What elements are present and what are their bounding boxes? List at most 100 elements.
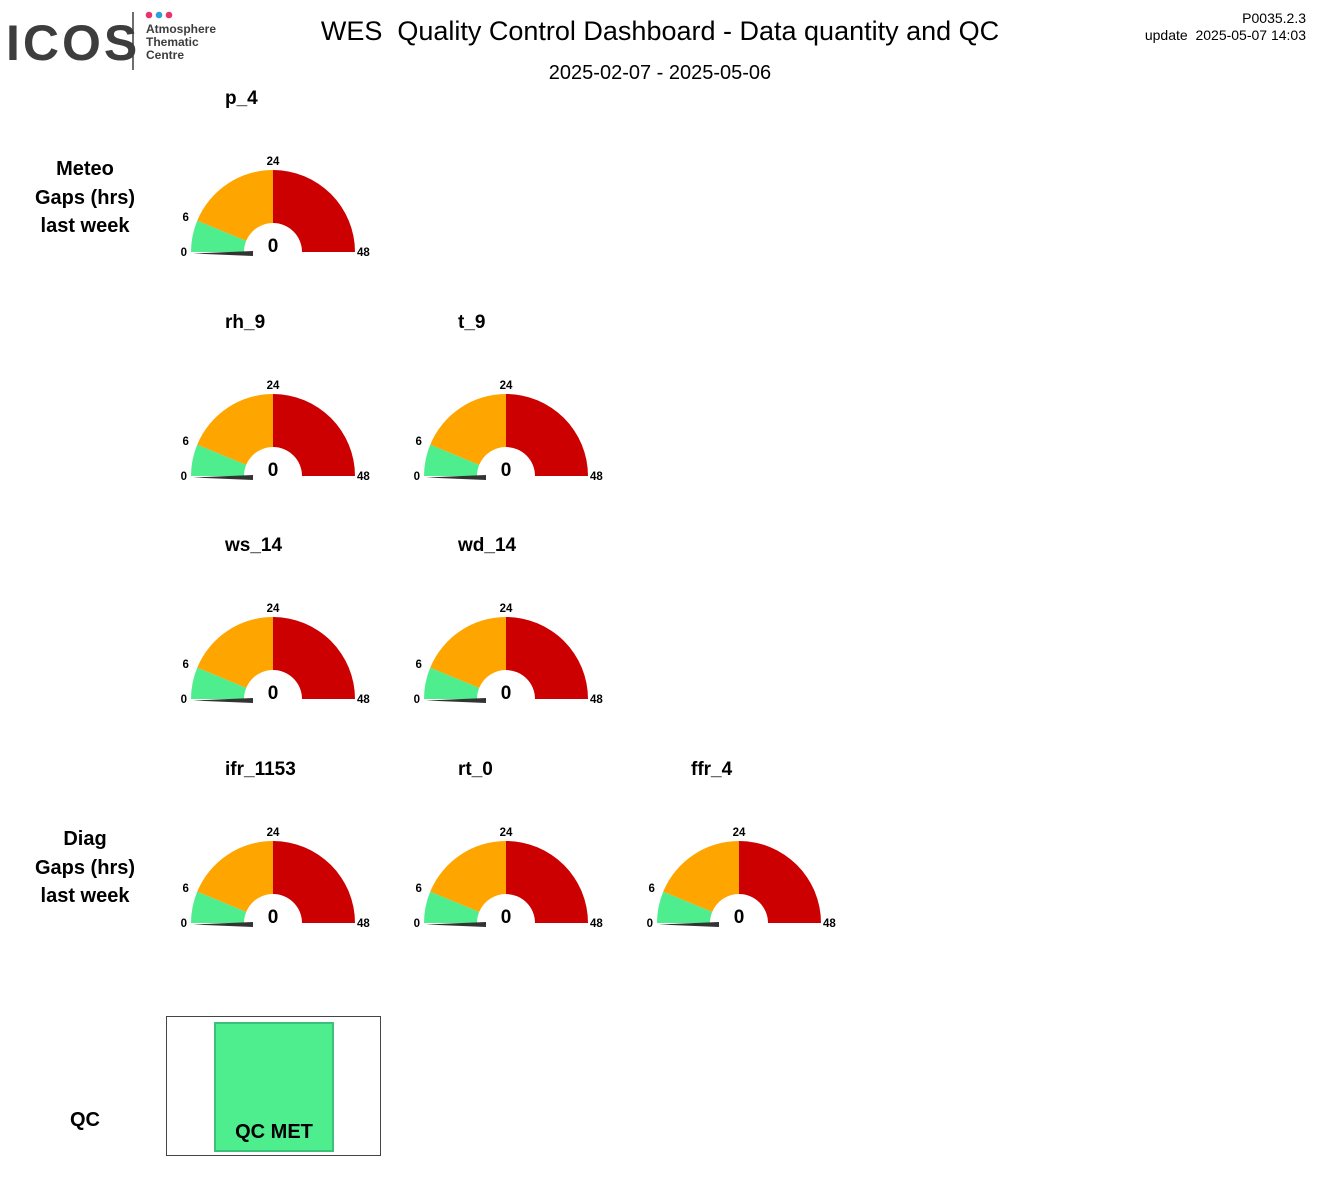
gauge-tick-label: 6 xyxy=(416,436,422,448)
gauge-tick-label: 6 xyxy=(183,659,189,671)
gauge-wd_14: 0 6 24 48 0 wd_14 xyxy=(414,535,604,706)
gauge-title: p_4 xyxy=(225,88,258,109)
diag-label-line: last week xyxy=(40,885,130,907)
period-subtitle: 2025-02-07 - 2025-05-06 xyxy=(548,62,772,84)
gauge-band-24-48 xyxy=(273,394,355,476)
qc-status-box: QC MET xyxy=(214,1022,334,1152)
gauge-title: ffr_4 xyxy=(691,759,733,780)
gauge-band-24-48 xyxy=(739,841,821,923)
gauge-tick-label: 48 xyxy=(357,247,370,259)
gauge-band-0-6 xyxy=(191,891,247,923)
logo-dot-1 xyxy=(145,11,153,19)
gauge-value-label: 0 xyxy=(268,683,279,704)
gauge-value-label: 0 xyxy=(268,907,279,928)
gauge-band-0-6 xyxy=(191,444,247,476)
gauge-tick-label: 48 xyxy=(590,918,603,930)
gauge-title: ws_14 xyxy=(224,535,282,556)
dashboard-title: WES Quality Control Dashboard - Data qua… xyxy=(320,16,1000,46)
gauge-band-0-6 xyxy=(657,891,713,923)
gauge-band-24-48 xyxy=(506,394,588,476)
gauge-band-6-24 xyxy=(430,394,506,465)
gauge-tick-label: 0 xyxy=(414,471,420,483)
gauge-tick-label: 48 xyxy=(357,471,370,483)
meteo-label-line: Gaps (hrs) xyxy=(34,186,136,209)
diag-row-label: Diag Gaps (hrs) last week xyxy=(20,825,150,911)
gauge-band-0-6 xyxy=(191,667,247,699)
meteo-label-line: Meteo xyxy=(56,158,114,180)
gauge-tick-label: 48 xyxy=(590,694,603,706)
gauge-tick-label: 0 xyxy=(414,918,420,930)
gauge-value-label: 0 xyxy=(268,460,279,481)
gauge-tick-label: 6 xyxy=(183,883,189,895)
gauge-p_4: 0 6 24 48 0 p_4 xyxy=(181,88,371,259)
gauge-needle xyxy=(426,698,486,703)
gauge-tick-label: 24 xyxy=(267,827,280,839)
gauge-tick-label: 48 xyxy=(823,918,836,930)
gauge-band-6-24 xyxy=(197,617,273,688)
diag-label-line: Gaps (hrs) xyxy=(34,856,136,879)
gauge-band-24-48 xyxy=(273,170,355,252)
logo-line-3: Centre xyxy=(146,48,184,62)
gauge-band-24-48 xyxy=(273,617,355,699)
gauge-title: t_9 xyxy=(458,312,485,333)
gauge-tick-label: 48 xyxy=(357,918,370,930)
gauge-needle xyxy=(193,922,253,927)
gauge-needle xyxy=(426,475,486,480)
gauge-tick-label: 6 xyxy=(416,659,422,671)
gauge-value-label: 0 xyxy=(501,460,512,481)
gauge-band-0-6 xyxy=(191,220,247,252)
gauge-band-6-24 xyxy=(663,841,739,912)
gauge-title: rh_9 xyxy=(225,312,265,333)
gauge-band-24-48 xyxy=(506,617,588,699)
logo-line-1: Atmosphere xyxy=(146,22,216,36)
gauge-band-24-48 xyxy=(273,841,355,923)
gauge-title: rt_0 xyxy=(458,759,493,780)
gauge-tick-label: 48 xyxy=(357,694,370,706)
gauge-band-0-6 xyxy=(424,444,480,476)
gauge-tick-label: 24 xyxy=(267,603,280,615)
qc-panel: QC MET xyxy=(166,1016,381,1156)
gauge-tick-label: 0 xyxy=(647,918,653,930)
gauge-tick-label: 24 xyxy=(500,827,513,839)
gauge-value-label: 0 xyxy=(501,907,512,928)
gauge-band-0-6 xyxy=(424,891,480,923)
meteo-row-label: Meteo Gaps (hrs) last week xyxy=(20,155,150,241)
gauge-band-6-24 xyxy=(197,170,273,241)
version-label: P0035.2.3 xyxy=(1242,10,1306,26)
gauge-needle xyxy=(193,251,253,256)
gauge-needle xyxy=(193,475,253,480)
gauge-band-6-24 xyxy=(197,394,273,465)
gauge-band-6-24 xyxy=(430,617,506,688)
gauge-tick-label: 6 xyxy=(416,883,422,895)
gauge-value-label: 0 xyxy=(734,907,745,928)
logo-wordmark: ICOS xyxy=(6,15,140,71)
gauge-band-6-24 xyxy=(197,841,273,912)
gauge-tick-label: 24 xyxy=(267,380,280,392)
gauge-value-label: 0 xyxy=(268,236,279,257)
gauge-t_9: 0 6 24 48 0 t_9 xyxy=(414,312,604,483)
gauge-tick-label: 6 xyxy=(183,436,189,448)
gauge-ws_14: 0 6 24 48 0 ws_14 xyxy=(181,535,371,706)
gauge-tick-label: 0 xyxy=(181,918,187,930)
update-timestamp: update 2025-05-07 14:03 xyxy=(1144,27,1306,43)
gauge-tick-label: 24 xyxy=(500,603,513,615)
logo-dot-3 xyxy=(165,11,173,19)
gauge-tick-label: 0 xyxy=(181,471,187,483)
gauge-needle xyxy=(426,922,486,927)
gauge-rh_9: 0 6 24 48 0 rh_9 xyxy=(181,312,371,483)
diag-label-line: Diag xyxy=(63,828,107,850)
gauge-tick-label: 24 xyxy=(267,156,280,168)
gauge-needle xyxy=(659,922,719,927)
gauge-value-label: 0 xyxy=(501,683,512,704)
qc-status-label: QC MET xyxy=(235,1121,313,1143)
gauge-needle xyxy=(193,698,253,703)
gauge-band-24-48 xyxy=(506,841,588,923)
gauge-rt_0: 0 6 24 48 0 rt_0 xyxy=(414,759,604,930)
gauge-ffr_4: 0 6 24 48 0 ffr_4 xyxy=(647,759,837,930)
logo-line-2: Thematic xyxy=(146,35,199,49)
gauge-tick-label: 24 xyxy=(733,827,746,839)
gauge-tick-label: 0 xyxy=(181,694,187,706)
gauge-tick-label: 48 xyxy=(590,471,603,483)
gauge-tick-label: 6 xyxy=(183,212,189,224)
